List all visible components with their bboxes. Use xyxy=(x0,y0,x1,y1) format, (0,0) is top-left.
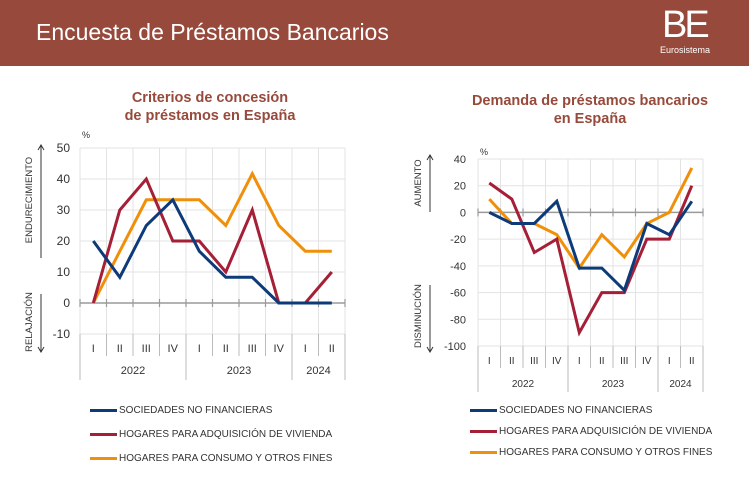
chart-1-legend: SOCIEDADES NO FINANCIERAS HOGARES PARA A… xyxy=(90,398,332,470)
legend-item: HOGARES PARA CONSUMO Y OTROS FINES xyxy=(470,442,712,463)
x-quarter-label: II xyxy=(117,343,123,355)
legend-swatch-blue xyxy=(90,408,117,412)
y-tick-label: 50 xyxy=(57,141,71,155)
x-year-label: 2022 xyxy=(121,365,145,377)
banco-de-espana-logo: BE Eurosistema xyxy=(660,4,720,57)
y-tick-label: -20 xyxy=(450,234,466,246)
x-year-label: 2024 xyxy=(669,379,692,390)
y-tick-label: -60 xyxy=(450,288,466,300)
chart-1-title: Criterios de concesión de préstamos en E… xyxy=(60,89,360,125)
page-title: Encuesta de Préstamos Bancarios xyxy=(36,19,389,45)
unit-label: % xyxy=(82,130,90,140)
series-line-blue xyxy=(488,198,694,294)
up-arrow-icon xyxy=(37,144,45,151)
y-tick-label: 20 xyxy=(454,181,466,193)
legend-item: HOGARES PARA ADQUISICIÓN DE VIVIENDA xyxy=(90,422,332,446)
x-quarter-label: I xyxy=(198,343,201,355)
y-direction-label-up: AUMENTO xyxy=(413,159,424,206)
series-line-red xyxy=(488,181,694,337)
logo-subtitle: Eurosistema xyxy=(660,45,711,55)
y-direction-label-up: ENDURECIMIENTO xyxy=(24,157,35,243)
chart-2-title-line-1: Demanda de préstamos bancarios xyxy=(471,93,709,109)
chart-2-title: Demanda de préstamos bancarios en España xyxy=(440,92,740,128)
legend-swatch-orange xyxy=(90,456,117,460)
x-quarter-label: I xyxy=(668,356,671,367)
chart-2-title-line-2: en España xyxy=(553,111,627,127)
y-tick-label: 0 xyxy=(460,207,466,219)
x-quarter-label: IV xyxy=(168,343,179,355)
header-bar: Encuesta de Préstamos Bancarios BE Euros… xyxy=(0,0,749,66)
y-tick-label: -100 xyxy=(444,341,466,353)
x-year-label: 2022 xyxy=(512,379,535,390)
legend-label: HOGARES PARA CONSUMO Y OTROS FINES xyxy=(499,447,713,458)
x-quarter-label: I xyxy=(304,343,307,355)
chart-1-title-line-1: Criterios de concesión xyxy=(131,90,289,106)
x-year-label: 2024 xyxy=(306,365,330,377)
x-quarter-label: III xyxy=(530,356,538,367)
legend-label: HOGARES PARA CONSUMO Y OTROS FINES xyxy=(119,452,333,464)
x-quarter-label: II xyxy=(223,343,229,355)
x-quarter-label: I xyxy=(488,356,491,367)
x-quarter-label: IV xyxy=(552,356,562,367)
chart-1-title-line-2: de préstamos en España xyxy=(124,108,296,124)
y-tick-label: 20 xyxy=(57,234,71,248)
legend-swatch-orange xyxy=(470,451,497,454)
x-quarter-label: IV xyxy=(642,356,652,367)
down-arrow-icon xyxy=(426,346,434,353)
series-line-blue xyxy=(92,197,332,305)
unit-label: % xyxy=(480,147,488,157)
y-tick-label: -40 xyxy=(450,261,466,273)
x-quarter-label: I xyxy=(92,343,95,355)
x-quarter-label: III xyxy=(248,343,257,355)
x-quarter-label: II xyxy=(599,356,605,367)
legend-label: SOCIEDADES NO FINANCIERAS xyxy=(119,404,273,416)
y-tick-label: 40 xyxy=(57,172,71,186)
x-quarter-label: III xyxy=(620,356,628,367)
y-tick-label: 30 xyxy=(57,203,71,217)
down-arrow-icon xyxy=(37,346,45,353)
series-line-orange xyxy=(91,170,332,304)
y-tick-label: 40 xyxy=(454,154,466,166)
legend-item: HOGARES PARA ADQUISICIÓN DE VIVIENDA xyxy=(470,421,712,442)
y-tick-label: -10 xyxy=(53,327,71,341)
x-year-label: 2023 xyxy=(602,379,625,390)
x-quarter-label: III xyxy=(142,343,151,355)
logo-mark: BE xyxy=(662,4,710,46)
x-quarter-label: II xyxy=(509,356,515,367)
legend-item: SOCIEDADES NO FINANCIERAS xyxy=(90,398,332,422)
x-year-label: 2023 xyxy=(227,365,251,377)
chart-2-legend: SOCIEDADES NO FINANCIERAS HOGARES PARA A… xyxy=(470,400,712,463)
up-arrow-icon xyxy=(426,154,434,161)
legend-swatch-red xyxy=(470,430,497,433)
y-tick-label: 10 xyxy=(57,265,71,279)
y-tick-label: 0 xyxy=(63,296,70,310)
legend-label: SOCIEDADES NO FINANCIERAS xyxy=(499,405,653,416)
x-quarter-label: II xyxy=(329,343,335,355)
legend-item: HOGARES PARA CONSUMO Y OTROS FINES xyxy=(90,446,332,470)
y-tick-label: -80 xyxy=(450,314,466,326)
legend-item: SOCIEDADES NO FINANCIERAS xyxy=(470,400,712,421)
legend-swatch-blue xyxy=(470,409,497,412)
legend-label: HOGARES PARA ADQUISICIÓN DE VIVIENDA xyxy=(119,428,333,440)
legend-swatch-red xyxy=(90,432,117,436)
x-quarter-label: IV xyxy=(274,343,285,355)
legend-label: HOGARES PARA ADQUISICIÓN DE VIVIENDA xyxy=(499,426,713,437)
y-direction-label-down: DISMINUCIÓN xyxy=(413,284,424,348)
x-quarter-label: II xyxy=(689,356,695,367)
x-quarter-label: I xyxy=(578,356,581,367)
y-direction-label-down: RELAJACIÓN xyxy=(24,292,35,352)
